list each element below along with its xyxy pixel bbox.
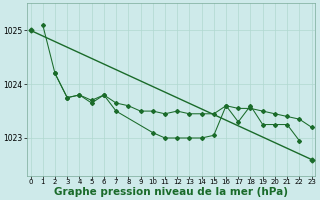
X-axis label: Graphe pression niveau de la mer (hPa): Graphe pression niveau de la mer (hPa) bbox=[54, 187, 288, 197]
